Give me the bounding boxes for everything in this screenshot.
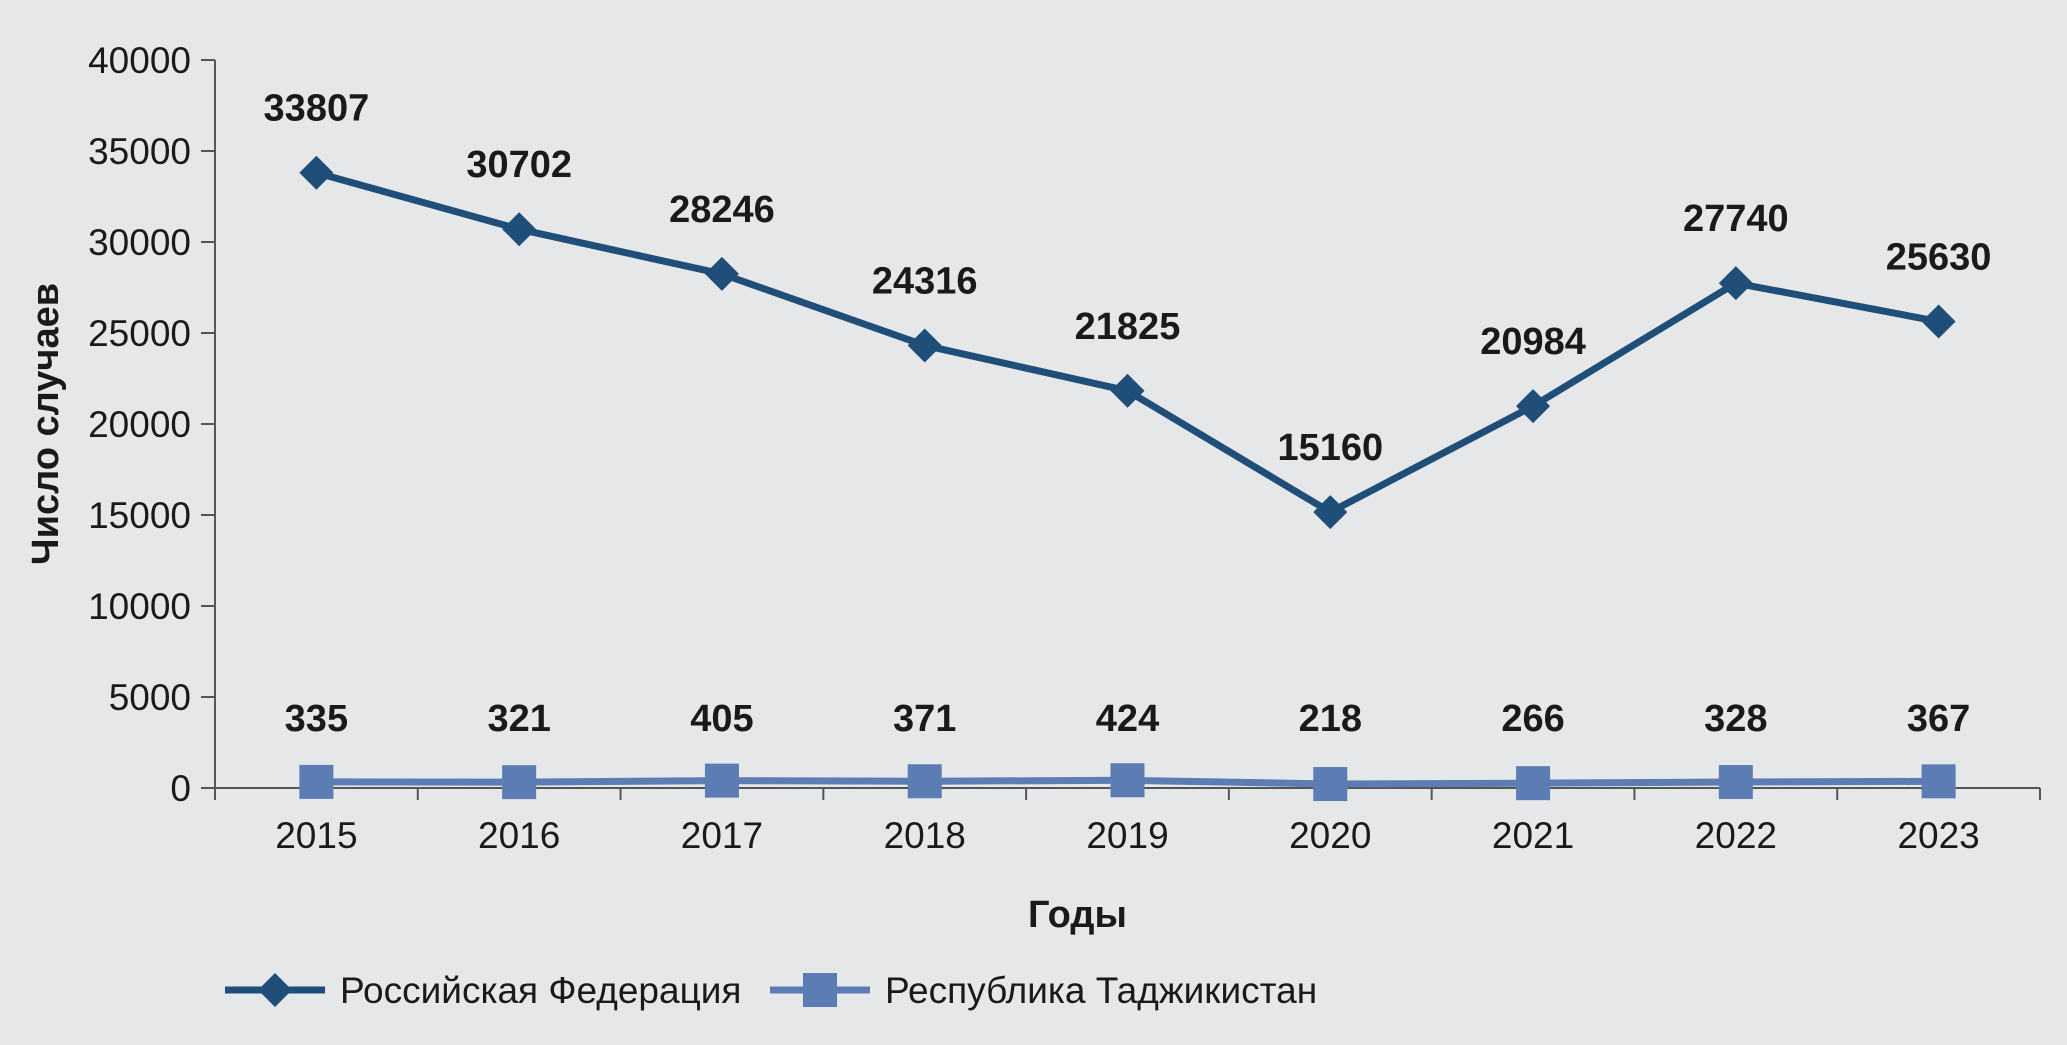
data-label: 371 — [893, 698, 956, 740]
data-label: 266 — [1501, 698, 1564, 740]
x-tick-label: 2022 — [1695, 815, 1777, 856]
x-tick-label: 2020 — [1289, 815, 1371, 856]
data-label: 21825 — [1075, 306, 1181, 348]
x-tick-label: 2015 — [275, 815, 357, 856]
data-point-marker — [502, 212, 537, 247]
data-label: 27740 — [1683, 198, 1789, 240]
x-tick-label: 2016 — [478, 815, 560, 856]
data-label: 367 — [1907, 698, 1970, 740]
y-tick-label: 40000 — [88, 40, 191, 81]
series-layer — [299, 155, 1956, 802]
data-label: 30702 — [466, 144, 572, 186]
y-tick-label: 25000 — [88, 313, 191, 354]
y-tick-label: 15000 — [88, 495, 191, 536]
x-axis-title: Годы — [1028, 894, 1127, 936]
y-tick-label: 35000 — [88, 131, 191, 172]
data-point-marker — [1110, 373, 1145, 408]
x-tick-label: 2019 — [1086, 815, 1168, 856]
legend-label: Российская Федерация — [340, 970, 741, 1011]
data-point-marker — [907, 764, 942, 799]
data-point-marker — [1718, 266, 1753, 301]
data-point-marker — [1313, 495, 1348, 530]
data-point-marker — [1718, 765, 1753, 800]
data-point-marker — [299, 764, 334, 799]
data-point-marker — [299, 155, 334, 190]
legend-marker-square — [803, 973, 837, 1007]
data-point-marker — [704, 256, 739, 291]
x-tick-label: 2023 — [1897, 815, 1979, 856]
legend-marker-diamond — [258, 973, 292, 1007]
legend: Российская Федерация Республика Таджикист… — [225, 970, 1317, 1011]
data-label: 321 — [487, 698, 550, 740]
x-tick-label: 2021 — [1492, 815, 1574, 856]
x-tick-label: 2018 — [884, 815, 966, 856]
data-point-marker — [1516, 389, 1551, 424]
y-tick-label: 10000 — [88, 586, 191, 627]
legend-label: Республика Таджикистан — [885, 970, 1317, 1011]
y-tick-label: 5000 — [109, 677, 191, 718]
data-point-marker — [502, 765, 537, 800]
data-label: 424 — [1096, 698, 1159, 740]
data-label: 28246 — [669, 189, 775, 231]
data-point-marker — [704, 763, 739, 798]
data-point-marker — [1921, 764, 1956, 799]
data-label: 218 — [1299, 698, 1362, 740]
data-label: 24316 — [872, 260, 978, 302]
data-label: 20984 — [1480, 321, 1586, 363]
data-label: 33807 — [264, 88, 370, 130]
data-point-marker — [1110, 763, 1145, 798]
data-point-marker — [1516, 766, 1551, 801]
y-tick-label: 20000 — [88, 404, 191, 445]
data-label: 335 — [285, 698, 348, 740]
data-label: 25630 — [1886, 237, 1992, 279]
y-axis-title: Число случаев — [25, 283, 67, 565]
data-labels: 33807 30702 28246 24316 21825 15160 20984 27740… — [264, 88, 1992, 740]
data-point-marker — [1313, 767, 1348, 802]
x-tick-label: 2017 — [681, 815, 763, 856]
data-label: 328 — [1704, 698, 1767, 740]
data-point-marker — [907, 328, 942, 363]
data-label: 15160 — [1277, 427, 1383, 469]
y-tick-label: 30000 — [88, 222, 191, 263]
axes: 0 5000 10000 15000 20000 25000 30000 35000 40000… — [25, 40, 2041, 936]
y-tick-label: 0 — [170, 768, 191, 809]
data-label: 405 — [690, 698, 753, 740]
data-point-marker — [1921, 304, 1956, 339]
